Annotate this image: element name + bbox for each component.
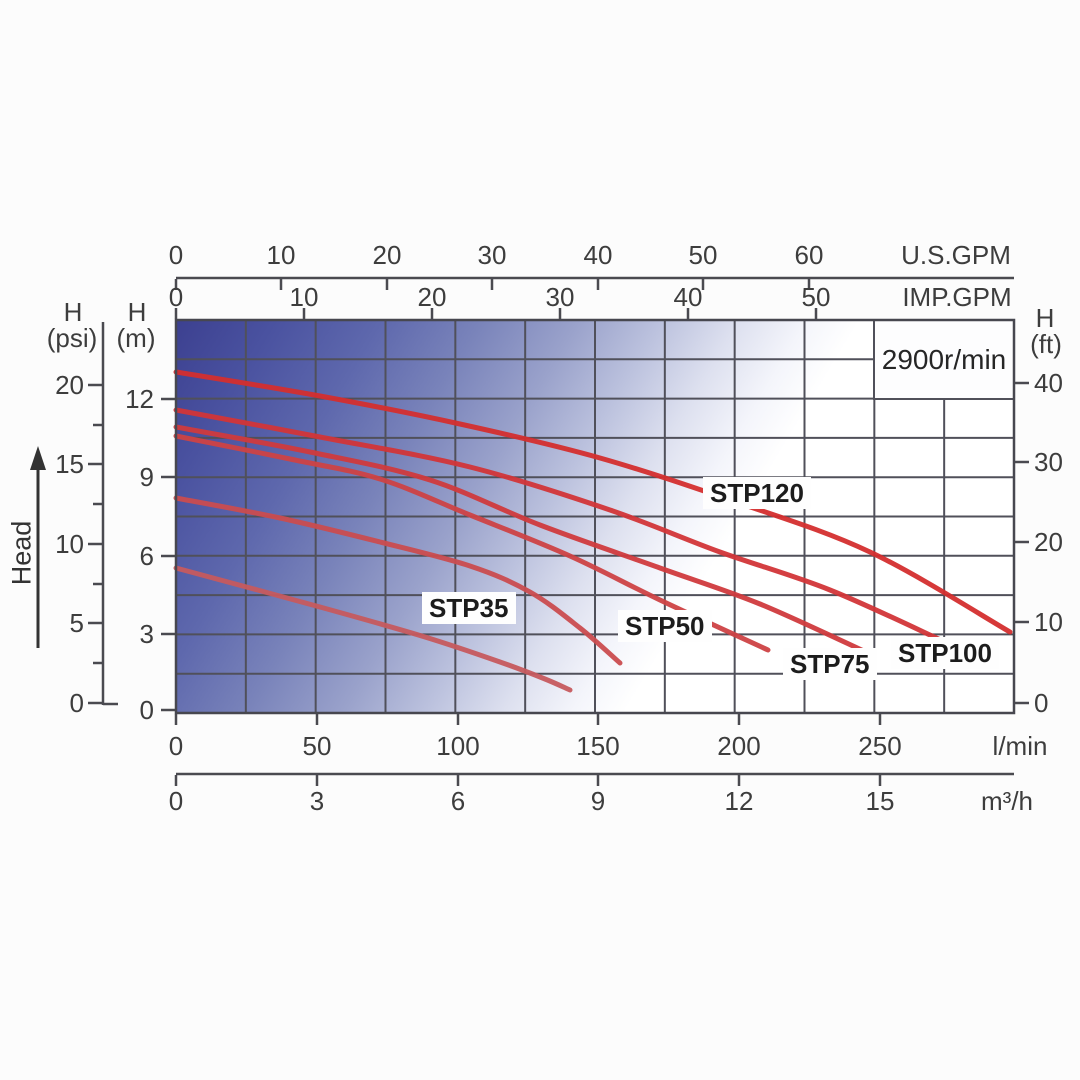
curve-STP120	[173, 369, 1013, 635]
axis-label-m-h: H	[127, 297, 147, 327]
tick-m3h-6: 6	[450, 786, 466, 816]
tick-impgpm-20: 20	[417, 282, 447, 312]
tick-m3h-9: 9	[590, 786, 606, 816]
tick-ft-40: 40	[1034, 368, 1063, 398]
tick-m3h-3: 3	[309, 786, 325, 816]
tick-ft-0: 0	[1034, 688, 1049, 718]
tick-usgpm-30: 30	[477, 240, 507, 270]
tick-psi-20: 20	[55, 370, 84, 400]
series-label-STP75: STP75	[783, 648, 877, 680]
axis-label-lmin: l/min	[992, 731, 1048, 761]
tick-m-3: 3	[139, 619, 154, 649]
tick-lmin-250: 250	[858, 731, 902, 761]
axis-label-ft-h: H	[1035, 303, 1055, 333]
axis-label-psi-h: H	[63, 297, 83, 327]
tick-psi-10: 10	[55, 529, 84, 559]
axis-label-ft-unit: (ft)	[1030, 329, 1062, 359]
tick-psi-15: 15	[55, 449, 84, 479]
curve-STP75	[173, 424, 871, 656]
tick-psi-5: 5	[69, 608, 84, 638]
tick-lmin-50: 50	[302, 731, 332, 761]
tick-m-6: 6	[139, 541, 154, 571]
tick-m-9: 9	[139, 462, 154, 492]
tick-usgpm-20: 20	[372, 240, 402, 270]
tick-ft-30: 30	[1034, 447, 1063, 477]
tick-m3h-12: 12	[724, 786, 754, 816]
tick-usgpm-60: 60	[794, 240, 824, 270]
tick-usgpm-40: 40	[583, 240, 613, 270]
tick-impgpm-50: 50	[801, 282, 831, 312]
head-axis-title: Head	[6, 520, 37, 586]
tick-ft-10: 10	[1034, 607, 1063, 637]
axis-label-m3h: m³/h	[981, 786, 1033, 816]
tick-lmin-150: 150	[576, 731, 620, 761]
series-label-STP120: STP120	[703, 477, 811, 509]
curve-STP100	[173, 407, 948, 645]
tick-lmin-200: 200	[717, 731, 761, 761]
tick-psi-0: 0	[69, 688, 84, 718]
tick-impgpm-40: 40	[673, 282, 703, 312]
series-label-STP50: STP50	[618, 610, 712, 642]
tick-impgpm-0: 0	[168, 282, 184, 312]
tick-m3h-0: 0	[168, 786, 184, 816]
axis-label-m-unit: (m)	[116, 323, 156, 353]
curve-STP35	[173, 495, 623, 666]
tick-impgpm-30: 30	[545, 282, 575, 312]
rotation-speed-annotation: 2900r/min	[881, 344, 1007, 375]
axis-label-us-gpm: U.S.GPM	[901, 240, 1011, 270]
curve-unlabeled	[173, 565, 573, 693]
tick-usgpm-0: 0	[168, 240, 184, 270]
series-label-STP100: STP100	[891, 637, 999, 669]
tick-ft-20: 20	[1034, 527, 1063, 557]
tick-m-12: 12	[125, 384, 154, 414]
axis-label-imp-gpm: IMP.GPM	[902, 282, 1012, 312]
tick-lmin-0: 0	[168, 731, 184, 761]
tick-impgpm-10: 10	[289, 282, 319, 312]
tick-m3h-15: 15	[865, 786, 895, 816]
tick-usgpm-10: 10	[266, 240, 296, 270]
tick-m-0: 0	[139, 695, 154, 725]
series-label-STP35: STP35	[422, 592, 516, 624]
axis-label-psi-unit: (psi)	[46, 323, 98, 353]
curve-STP50	[173, 433, 771, 653]
tick-lmin-100: 100	[436, 731, 480, 761]
tick-usgpm-50: 50	[688, 240, 718, 270]
